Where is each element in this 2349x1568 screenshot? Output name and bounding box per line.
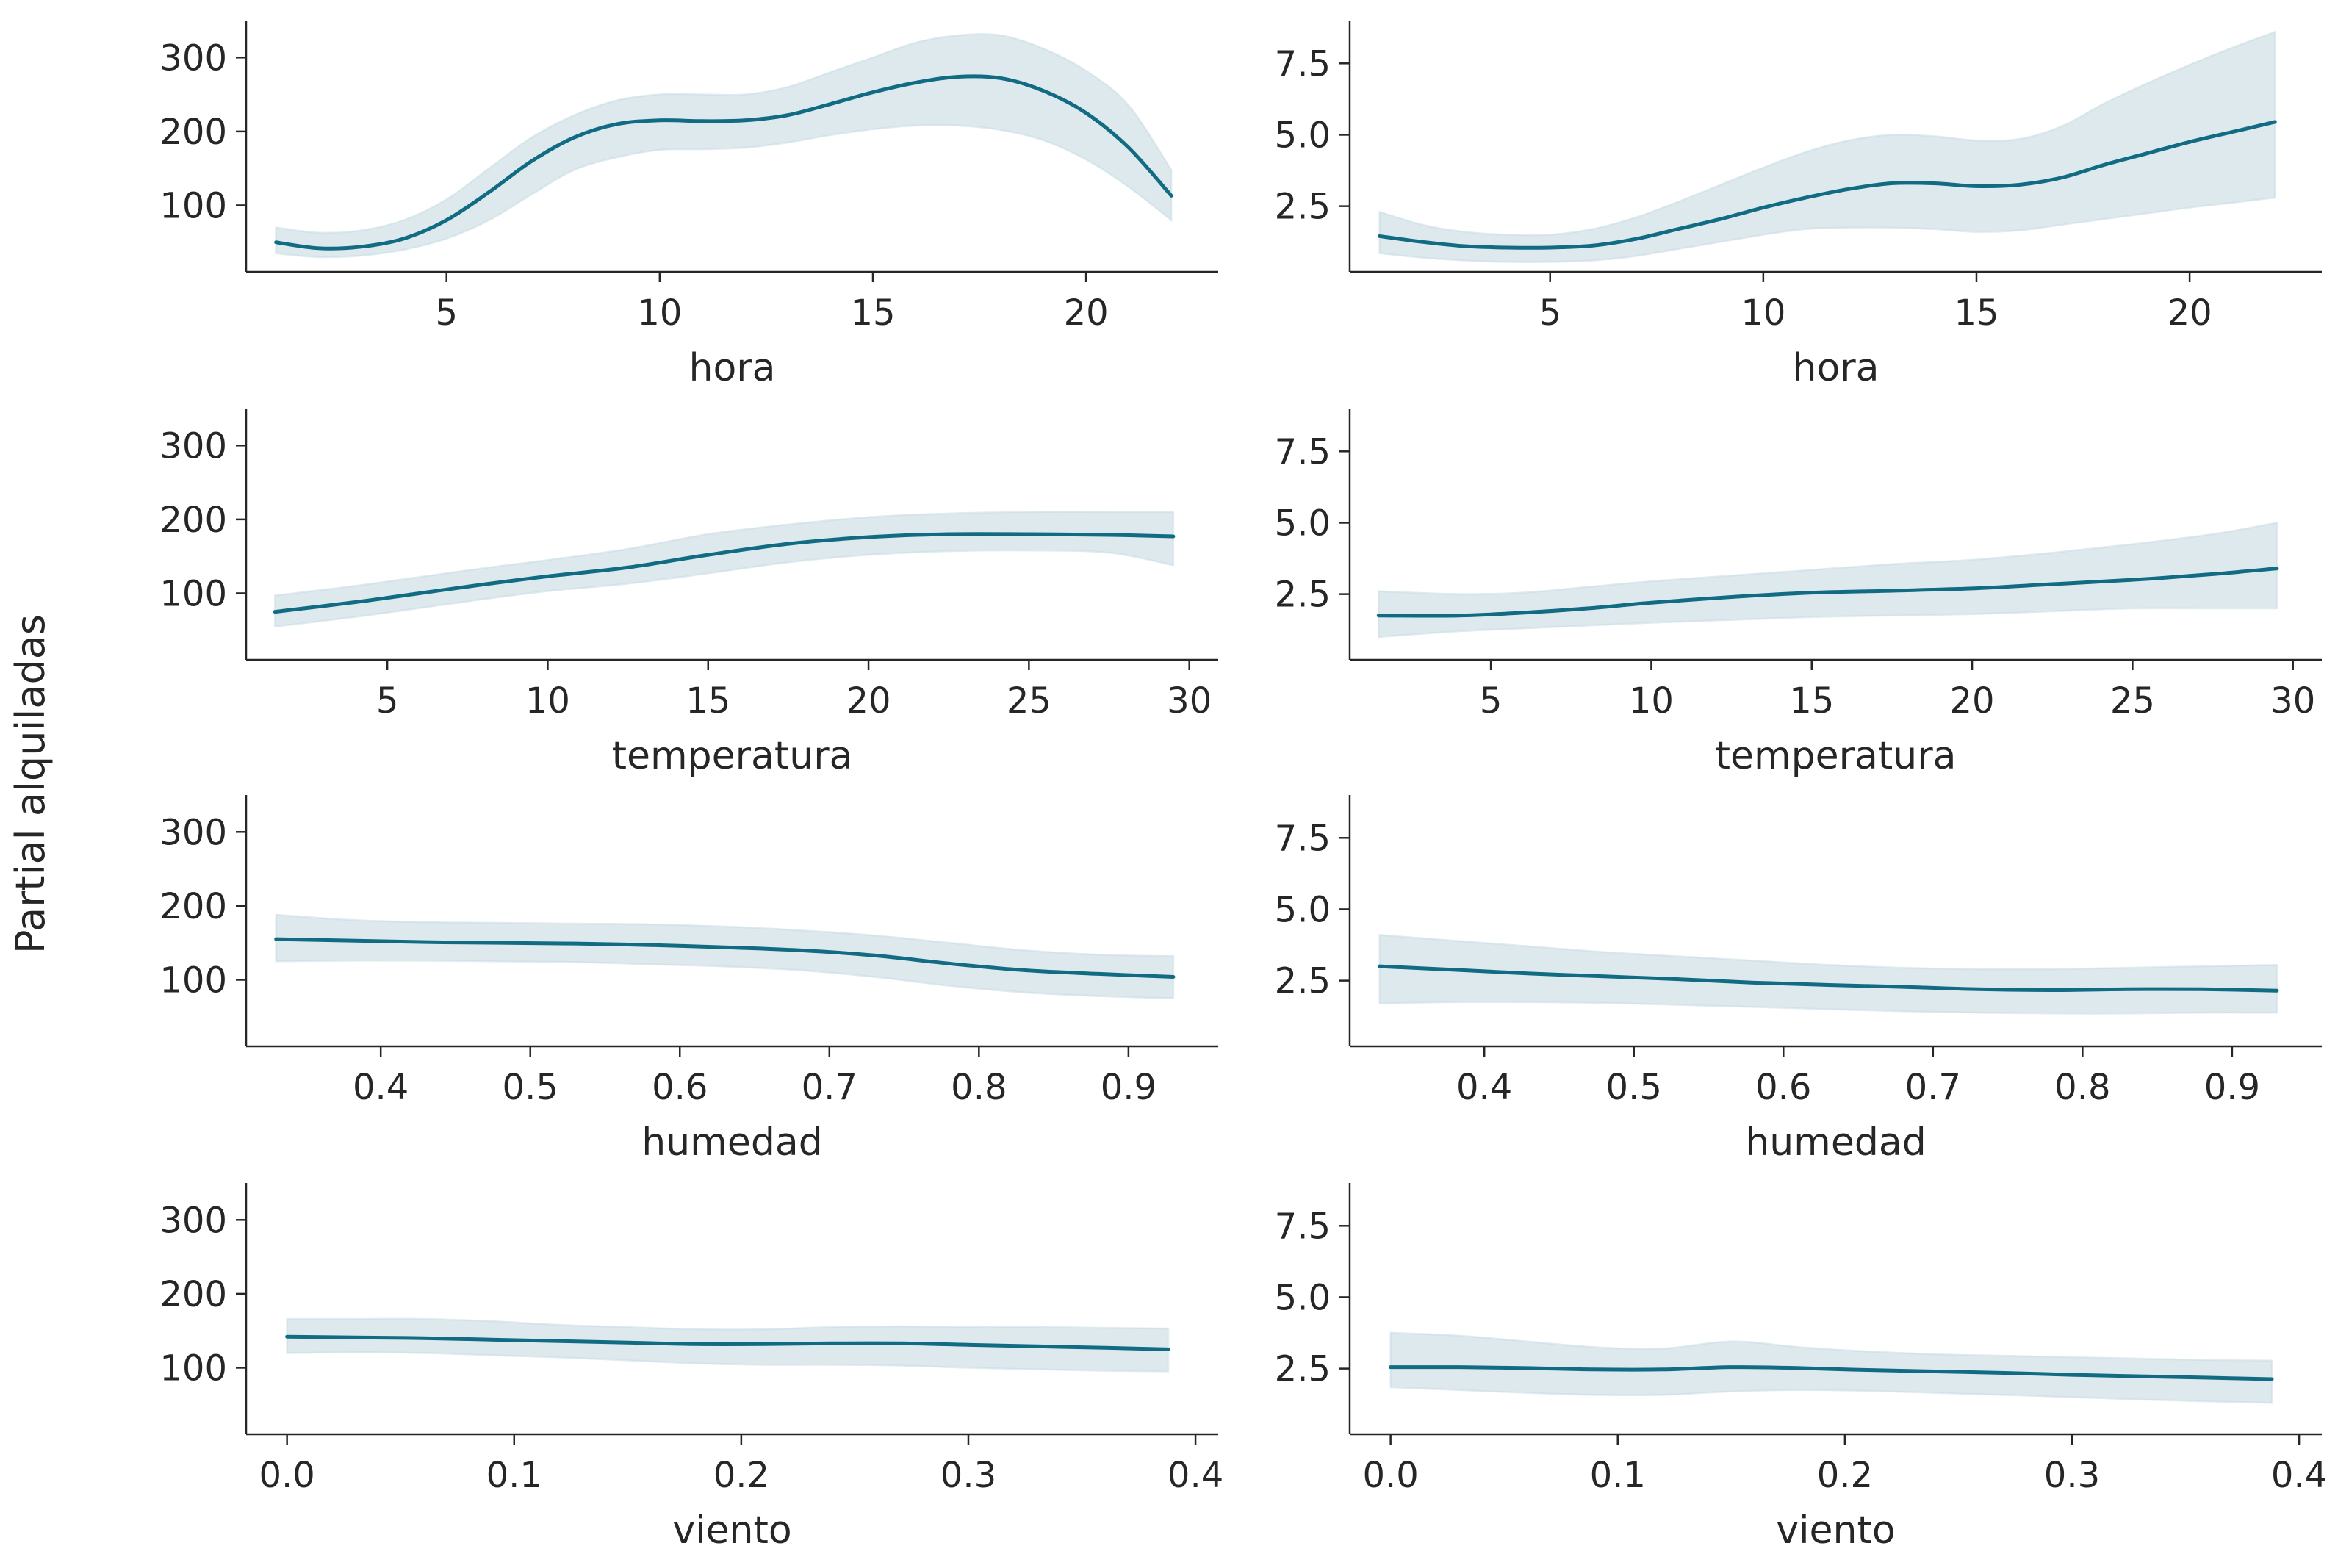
x-tick-label: 0.6 [652,1067,708,1108]
x-tick-label: 0.9 [2204,1067,2260,1108]
panel-hora-right: 2.5 5.0 7.5 5 10 15 20 hora [1275,21,2322,390]
x-tick-label: 0.5 [503,1067,558,1108]
x-tick-label: 10 [525,680,570,722]
partial-dependence-line [274,74,1173,251]
y-tick-label: 5.0 [1275,1277,1331,1318]
panels: 100 200 300 5 10 15 20 hora 2.5 5.0 7.5 5 10 15 20 hora… [159,21,2327,1553]
x-tick-label: 0.2 [1817,1455,1873,1496]
x-tick-label: 0.4 [1168,1455,1223,1496]
x-tick-label: 25 [1007,680,1051,722]
x-tick-label: 0.6 [1755,1067,1811,1108]
partial-dependence-line [1389,1365,2274,1381]
x-tick-label: 20 [1950,680,1995,722]
x-tick-label: 0.8 [2054,1067,2110,1108]
x-tick-label: 20 [846,680,891,722]
partial-dependence-line [1378,120,2277,250]
x-tick-label: 10 [1741,292,1785,334]
x-tick-label: 0.8 [951,1067,1007,1108]
y-tick-label: 5.0 [1275,889,1331,930]
panel-humedad-left: 100 200 300 0.4 0.5 0.6 0.7 0.8 0.9 humedad [159,795,1218,1165]
y-tick-label: 100 [159,960,227,1001]
x-tick-label: 0.4 [2271,1455,2327,1496]
x-tick-label: 0.3 [2044,1455,2100,1496]
x-tick-label: 15 [686,680,730,722]
panel-humedad-right: 2.5 5.0 7.5 0.4 0.5 0.6 0.7 0.8 0.9 humedad [1275,795,2322,1165]
partial-dependence-line [1376,567,2279,618]
x-tick-label: 0.7 [802,1067,857,1108]
y-tick-label: 200 [159,886,227,927]
partial-dependence-line [274,937,1176,979]
x-tick-label: 5 [435,292,458,334]
y-tick-label: 100 [159,573,227,614]
x-axis-label: humedad [641,1121,822,1165]
partial-dependence-line [1378,964,2279,993]
x-tick-label: 25 [2110,680,2155,722]
x-axis-label: hora [1792,346,1879,390]
x-tick-label: 0.2 [713,1455,769,1496]
x-tick-label: 10 [1629,680,1674,722]
panel-viento-left: 100 200 300 0.0 0.1 0.2 0.3 0.4 viento [159,1183,1223,1553]
x-tick-label: 0.1 [486,1455,542,1496]
y-tick-label: 2.5 [1275,575,1331,616]
y-tick-label: 7.5 [1275,818,1331,859]
x-tick-label: 0.4 [353,1067,409,1108]
x-tick-label: 0.0 [1362,1455,1418,1496]
credible-band [274,511,1175,628]
credible-band [1378,30,2276,263]
x-tick-label: 0.7 [1905,1067,1961,1108]
x-axis-label: temperatura [1716,734,1957,778]
x-axis-label: temperatura [612,734,853,778]
partial-dependence-line [273,532,1176,614]
x-tick-label: 0.5 [1606,1067,1662,1108]
y-tick-label: 100 [159,185,227,226]
x-tick-label: 15 [850,292,895,334]
panel-viento-right: 2.5 5.0 7.5 0.0 0.1 0.2 0.3 0.4 viento [1275,1183,2327,1553]
y-tick-label: 5.0 [1275,115,1331,156]
x-tick-label: 5 [1539,292,1561,334]
y-tick-label: 2.5 [1275,187,1331,228]
panel-temperatura-right: 2.5 5.0 7.5 5 10 15 20 25 30 temperatura [1275,409,2322,778]
y-tick-label: 300 [159,1200,227,1241]
y-tick-label: 200 [159,500,227,541]
x-tick-label: 5 [376,680,399,722]
x-axis-label: viento [1776,1508,1895,1553]
x-tick-label: 0.3 [940,1455,996,1496]
y-tick-label: 200 [159,1274,227,1315]
y-tick-label: 200 [159,112,227,153]
y-tick-label: 5.0 [1275,503,1331,544]
x-tick-label: 15 [1789,680,1834,722]
credible-band [275,913,1175,999]
x-tick-label: 15 [1954,292,1999,334]
x-tick-label: 0.4 [1456,1067,1512,1108]
figure-ylabel: Partial alquiladas [7,614,54,954]
y-tick-label: 2.5 [1275,1349,1331,1390]
partial-dependence-line [285,1334,1170,1351]
x-tick-label: 20 [2168,292,2212,334]
y-tick-label: 2.5 [1275,961,1331,1002]
y-tick-label: 7.5 [1275,43,1331,84]
x-tick-label: 0.9 [1101,1067,1156,1108]
y-tick-label: 7.5 [1275,1206,1331,1247]
y-tick-label: 300 [159,37,227,79]
credible-band [1378,934,2278,1015]
panel-hora-left: 100 200 300 5 10 15 20 hora [159,21,1218,390]
y-tick-label: 7.5 [1275,431,1331,472]
panel-temperatura-left: 100 200 300 5 10 15 20 25 30 temperatura [159,409,1218,778]
x-axis-label: hora [688,346,775,390]
x-tick-label: 5 [1480,680,1503,722]
x-axis-label: viento [672,1508,791,1553]
x-axis-label: humedad [1745,1121,1926,1165]
x-tick-label: 30 [2270,680,2315,722]
credible-band [275,33,1173,259]
x-tick-label: 0.1 [1590,1455,1646,1496]
y-tick-label: 300 [159,425,227,467]
y-tick-label: 100 [159,1348,227,1389]
x-tick-label: 10 [637,292,682,334]
y-tick-label: 300 [159,812,227,853]
x-tick-label: 0.0 [259,1455,314,1496]
x-tick-label: 30 [1167,680,1212,722]
x-tick-label: 20 [1064,292,1109,334]
